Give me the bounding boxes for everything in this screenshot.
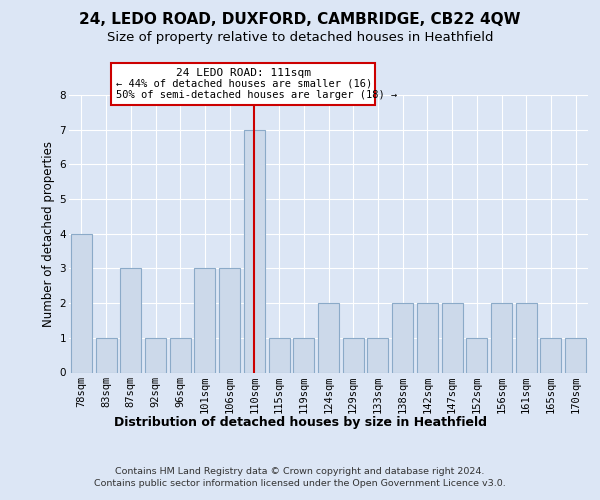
- Bar: [318, 303, 339, 372]
- Bar: [293, 338, 314, 372]
- Bar: [565, 338, 586, 372]
- Bar: [269, 338, 290, 372]
- Text: ← 44% of detached houses are smaller (16): ← 44% of detached houses are smaller (16…: [116, 79, 372, 89]
- Bar: [491, 303, 512, 372]
- Bar: [95, 338, 116, 372]
- Text: Contains HM Land Registry data © Crown copyright and database right 2024.: Contains HM Land Registry data © Crown c…: [115, 466, 485, 475]
- Bar: [343, 338, 364, 372]
- Text: Size of property relative to detached houses in Heathfield: Size of property relative to detached ho…: [107, 31, 493, 44]
- Bar: [466, 338, 487, 372]
- Bar: [442, 303, 463, 372]
- Bar: [417, 303, 438, 372]
- Text: Contains public sector information licensed under the Open Government Licence v3: Contains public sector information licen…: [94, 480, 506, 488]
- Bar: [516, 303, 537, 372]
- Bar: [170, 338, 191, 372]
- Text: 24 LEDO ROAD: 111sqm: 24 LEDO ROAD: 111sqm: [176, 68, 311, 78]
- Bar: [219, 268, 240, 372]
- Text: Distribution of detached houses by size in Heathfield: Distribution of detached houses by size …: [113, 416, 487, 429]
- Bar: [194, 268, 215, 372]
- Bar: [145, 338, 166, 372]
- Bar: [367, 338, 388, 372]
- Bar: [120, 268, 141, 372]
- Text: 24, LEDO ROAD, DUXFORD, CAMBRIDGE, CB22 4QW: 24, LEDO ROAD, DUXFORD, CAMBRIDGE, CB22 …: [79, 12, 521, 28]
- Bar: [541, 338, 562, 372]
- Bar: [244, 130, 265, 372]
- Bar: [71, 234, 92, 372]
- Text: 50% of semi-detached houses are larger (18) →: 50% of semi-detached houses are larger (…: [116, 90, 397, 101]
- Bar: [392, 303, 413, 372]
- Y-axis label: Number of detached properties: Number of detached properties: [43, 141, 55, 327]
